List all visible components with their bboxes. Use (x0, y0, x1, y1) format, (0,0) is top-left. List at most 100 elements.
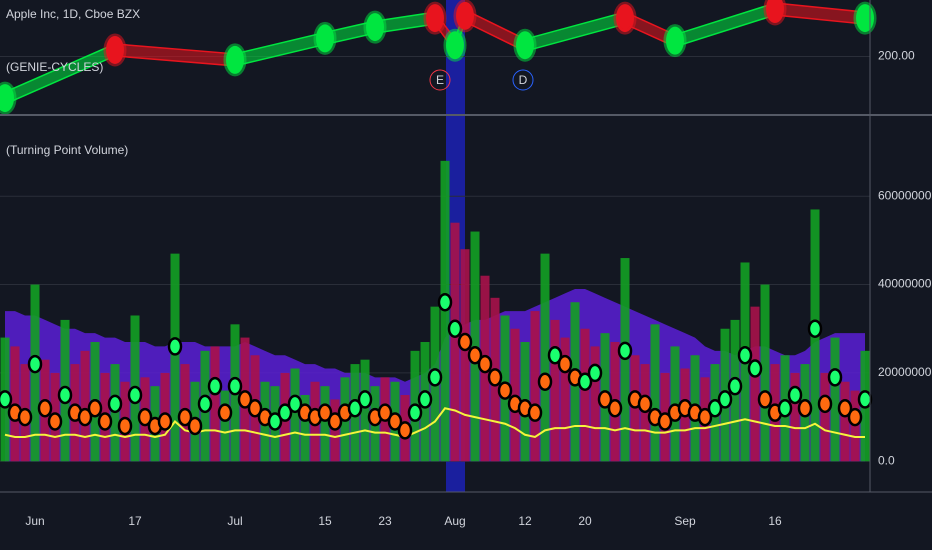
y-tick-label: 20000000.0 (878, 365, 932, 379)
x-tick-label: Sep (674, 514, 696, 528)
turning-marker (197, 394, 213, 414)
turning-marker (607, 399, 623, 418)
volume-bar (830, 337, 840, 462)
volume-bar (650, 324, 660, 462)
x-tick-label: Aug (444, 514, 465, 528)
turning-point (443, 28, 467, 62)
turning-point (453, 0, 477, 33)
turning-marker (217, 403, 233, 422)
turning-marker (807, 319, 823, 338)
turning-point (103, 33, 127, 67)
turning-point (513, 28, 537, 62)
turning-marker (227, 376, 243, 396)
turning-marker (107, 394, 123, 414)
x-tick-label: 23 (378, 514, 392, 528)
turning-marker (317, 403, 333, 422)
y-tick-label: 60000000.0 (878, 188, 932, 202)
volume-bar (220, 390, 230, 462)
average-line (4, 407, 865, 439)
turning-marker (137, 407, 153, 427)
indicator-title: (GENIE-CYCLES) (6, 60, 103, 74)
turning-marker (187, 416, 203, 436)
turning-point (853, 1, 877, 35)
turning-point (663, 24, 687, 58)
volume-bar (820, 372, 830, 462)
turning-marker (537, 372, 553, 392)
x-tick-label: 16 (768, 514, 782, 528)
volume-bar (460, 249, 470, 462)
turning-marker (17, 407, 33, 427)
turning-marker (437, 292, 453, 312)
turning-marker (117, 416, 133, 436)
turning-marker (27, 354, 43, 374)
turning-marker (47, 412, 63, 431)
turning-marker (397, 421, 413, 440)
turning-marker (267, 412, 283, 431)
turning-point (423, 1, 447, 35)
turning-marker (57, 385, 73, 405)
turning-marker (737, 345, 753, 365)
volume-bar (210, 346, 220, 462)
event-marker (512, 69, 534, 91)
volume-title: (Turning Point Volume) (6, 143, 128, 157)
x-tick-label: 17 (128, 514, 142, 528)
turning-marker (697, 407, 713, 427)
turning-marker (447, 319, 463, 338)
volume-bar (360, 359, 370, 462)
turning-marker (467, 345, 483, 365)
turning-point (223, 43, 247, 77)
volume-bar (550, 319, 560, 462)
turning-marker (597, 390, 613, 409)
turning-marker (377, 403, 393, 422)
turning-marker (657, 412, 673, 431)
turning-point (363, 10, 387, 44)
x-tick-label: Jun (25, 514, 44, 528)
turning-marker (777, 399, 793, 418)
chart-title: Apple Inc, 1D, Cboe BZX (6, 7, 140, 21)
turning-marker (347, 399, 363, 418)
x-tick-label: 15 (318, 514, 332, 528)
turning-marker (637, 394, 653, 414)
volume-bar (750, 306, 760, 462)
turning-marker (97, 412, 113, 431)
turning-marker (577, 372, 593, 392)
turning-marker (837, 399, 853, 418)
volume-bar (760, 284, 770, 462)
x-tick-label: 12 (518, 514, 532, 528)
turning-marker (587, 363, 603, 383)
volume-bar (790, 372, 800, 462)
turning-marker (557, 354, 573, 374)
y-tick-label: 40000000.0 (878, 277, 932, 291)
turning-marker (707, 399, 723, 418)
turning-point (763, 0, 787, 26)
turning-marker (167, 337, 183, 356)
turning-marker (417, 390, 433, 409)
turning-marker (857, 390, 873, 409)
event-label: D (519, 73, 528, 87)
y-tick-label: 0.0 (878, 453, 895, 467)
volume-bar (80, 350, 90, 462)
turning-marker (387, 412, 403, 431)
turning-marker (277, 403, 293, 422)
turning-marker (457, 332, 473, 352)
event-label: E (436, 73, 444, 87)
event-marker (429, 69, 451, 91)
turning-marker (127, 385, 143, 405)
turning-marker (0, 390, 13, 409)
x-tick-label: 20 (578, 514, 592, 528)
turning-marker (757, 390, 773, 409)
turning-marker (497, 381, 513, 400)
turning-marker (617, 341, 633, 361)
turning-marker (37, 399, 53, 418)
layers: 200.00 E D 0.0 20000000.0 40000000.0 60000000.… (0, 0, 932, 528)
turning-point (313, 21, 337, 55)
turning-marker (477, 354, 493, 374)
turning-marker (247, 399, 263, 418)
turning-marker (427, 368, 443, 387)
turning-point (613, 1, 637, 35)
y-tick-label: 200.00 (878, 49, 915, 63)
turning-marker (407, 403, 423, 422)
turning-marker (717, 390, 733, 409)
turning-marker (787, 385, 803, 405)
